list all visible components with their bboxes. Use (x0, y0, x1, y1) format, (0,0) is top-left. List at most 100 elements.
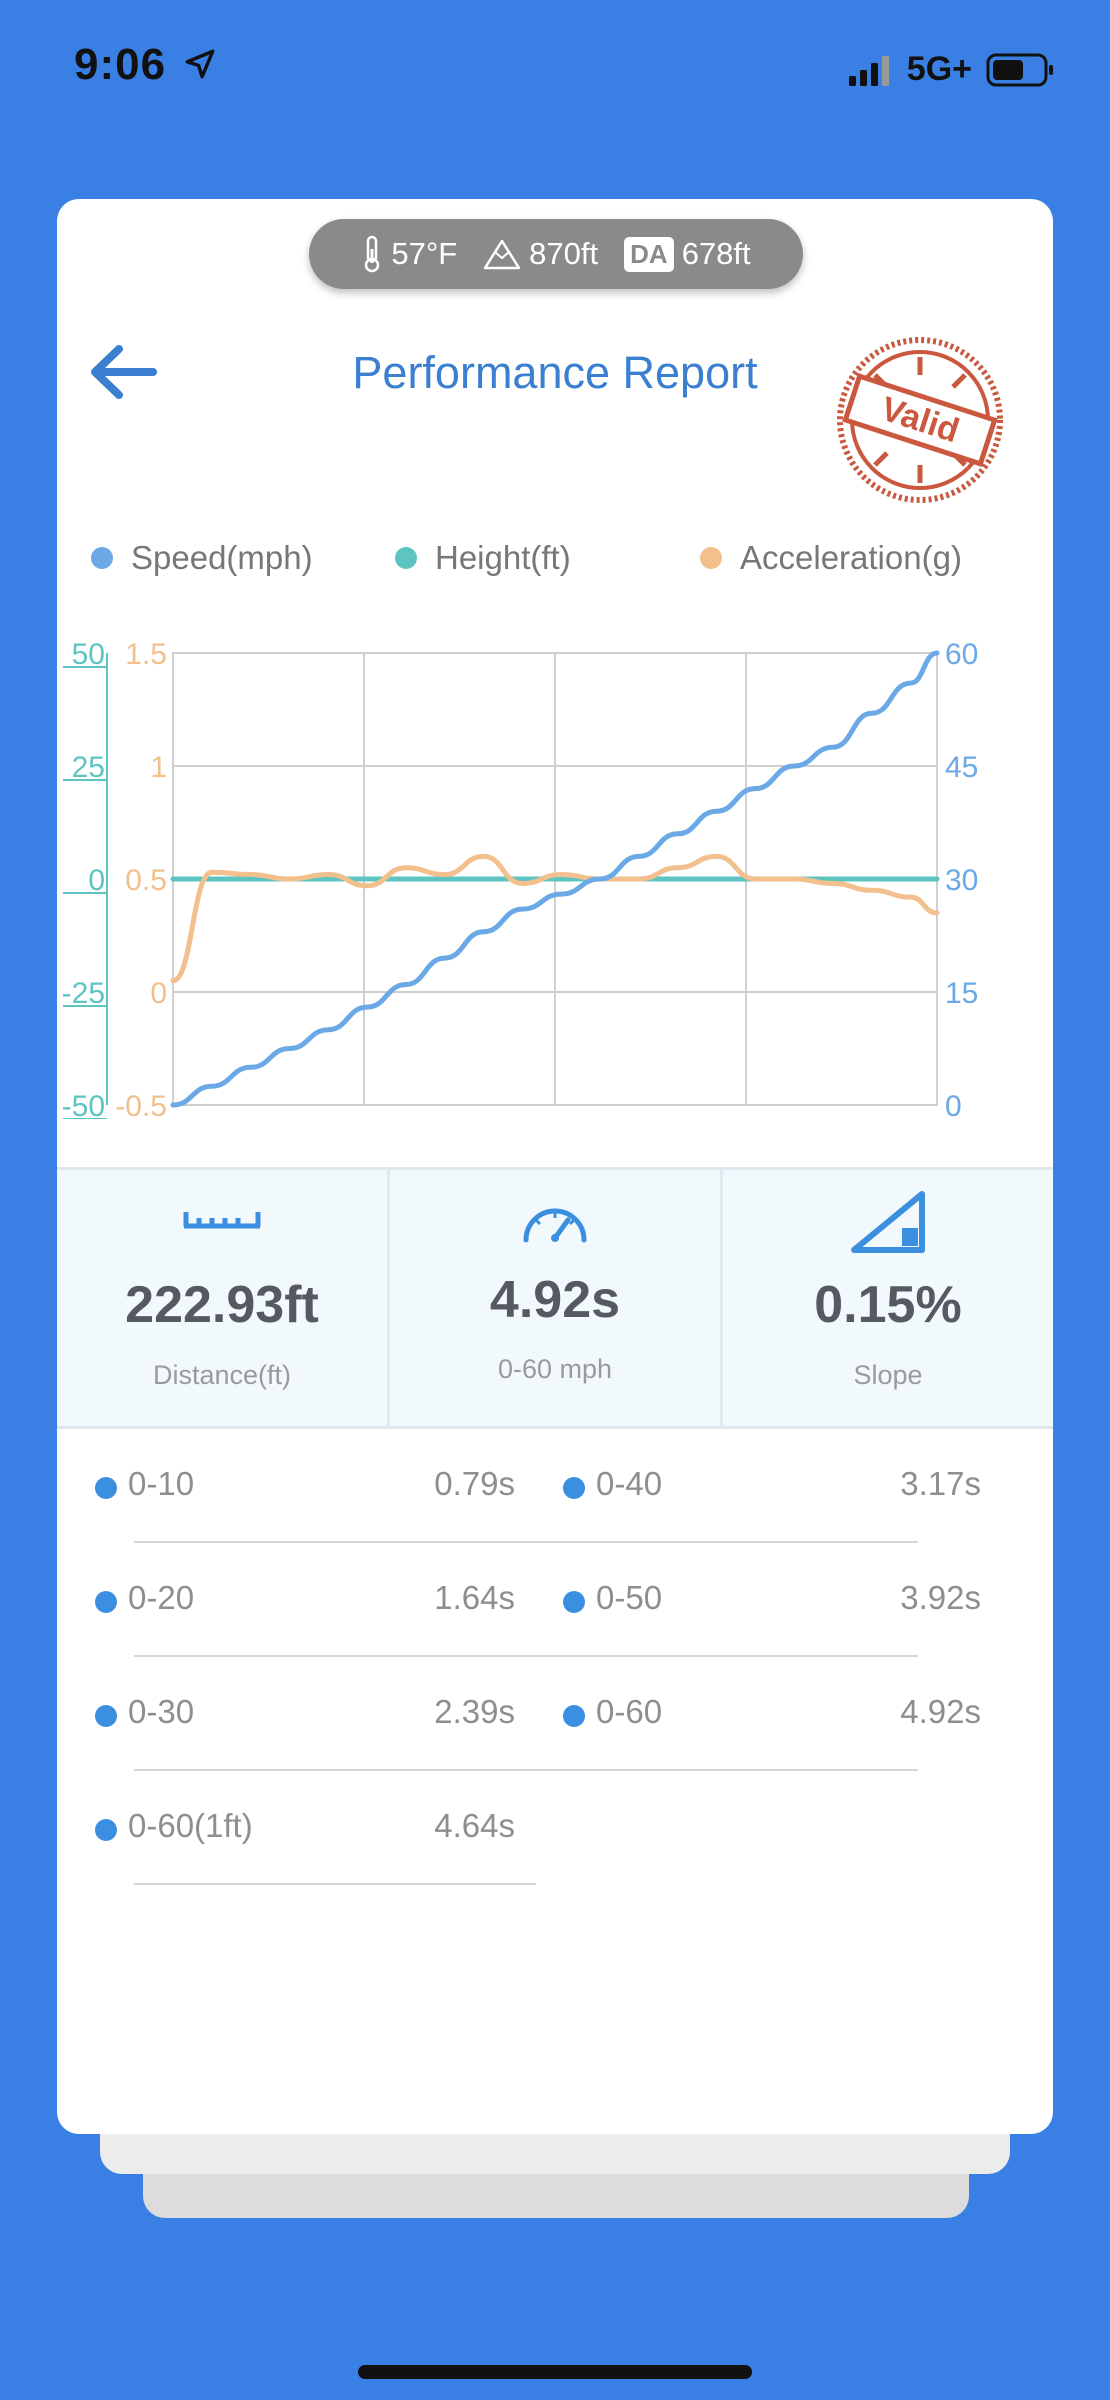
split-dot (95, 1477, 117, 1499)
acceleration-axis-tick-label: 1 (150, 751, 167, 784)
split-dot (95, 1819, 117, 1841)
slope-label: Slope (853, 1360, 923, 1390)
split-label: 0-30 (128, 1693, 195, 1730)
acceleration-axis: 1.5 1 0.5 0 -0.5 (115, 638, 167, 1119)
da-badge: DA (624, 236, 674, 272)
battery-icon (986, 53, 1053, 86)
chart-series (170, 650, 940, 1108)
status-bar: 9:06 5G+ (0, 0, 1110, 140)
back-button[interactable] (83, 337, 163, 407)
split-dot (563, 1591, 585, 1613)
thermometer-icon (365, 235, 380, 273)
split-value: 1.64s (434, 1579, 515, 1616)
split-dot (563, 1477, 585, 1499)
stat-zero-sixty: 4.92s 0-60 mph (387, 1170, 720, 1426)
split-value: 3.92s (900, 1579, 981, 1616)
performance-chart: 50 25 0 -25 -50 1.5 1 0.5 0 -0.5 60 45 30 15 0 (62, 638, 978, 1119)
stat-slope: 0.15% Slope (720, 1170, 1053, 1426)
height-axis-tick-label: 50 (72, 638, 105, 671)
stats-panel: 222.93ft Distance(ft) 4.92s 0-60 mph (57, 1167, 1053, 1429)
network-label: 5G+ (906, 50, 972, 88)
distance-label: Distance(ft) (152, 1360, 292, 1390)
height-axis-tick-label: 25 (72, 751, 105, 784)
density-altitude-item: DA 678ft (624, 236, 751, 272)
series-line-acceleration (170, 853, 940, 984)
elevation-item: 870ft (483, 236, 598, 272)
zero-sixty-label: 0-60 mph (497, 1354, 613, 1384)
split-dot (563, 1705, 585, 1727)
distance-value: 222.93ft (125, 1276, 319, 1334)
temperature-value: 57°F (391, 236, 458, 271)
split-value: 3.17s (900, 1465, 981, 1502)
slope-icon (851, 1191, 925, 1253)
split-label: 0-60(1ft) (128, 1807, 253, 1844)
legend-height-label: Height(ft) (435, 539, 571, 576)
split-label: 0-60 (596, 1693, 663, 1730)
elevation-value: 870ft (529, 236, 599, 271)
valid-stamp: Valid (837, 337, 1003, 503)
series-line-speed (170, 650, 940, 1108)
acceleration-axis-tick-label: -0.5 (115, 1090, 167, 1119)
speedometer-icon (523, 1208, 587, 1243)
split-item: 0-60(1ft) 4.64s (95, 1801, 515, 1861)
legend-speed-label: Speed(mph) (131, 539, 313, 576)
speed-axis-tick-label: 15 (945, 977, 978, 1010)
speed-axis-tick-label: 30 (945, 864, 978, 897)
split-dot (95, 1705, 117, 1727)
split-dot (95, 1591, 117, 1613)
acceleration-axis-tick-label: 0 (150, 977, 167, 1010)
split-divider (134, 1769, 918, 1771)
height-axis-tick-label: -25 (62, 977, 105, 1010)
legend-height: Height(ft) (395, 539, 571, 577)
acceleration-axis-tick-label: 0.5 (125, 864, 167, 897)
speed-axis-tick-label: 0 (945, 1090, 962, 1119)
stat-distance: 222.93ft Distance(ft) (57, 1170, 387, 1426)
acceleration-axis-tick-label: 1.5 (125, 638, 167, 671)
split-label: 0-50 (596, 1579, 663, 1616)
split-value: 2.39s (434, 1693, 515, 1730)
status-time: 9:06 (74, 40, 217, 90)
height-axis: 50 25 0 -25 -50 (62, 638, 108, 1119)
signal-icon (848, 55, 889, 86)
split-item: 0-50 3.92s (563, 1573, 981, 1633)
zero-sixty-value: 4.92s (489, 1271, 621, 1329)
legend-speed-dot (91, 547, 113, 569)
temperature-item: 57°F (361, 235, 457, 273)
speed-axis-tick-label: 60 (945, 638, 978, 671)
back-arrow-icon (91, 345, 157, 399)
page-title: Performance Report (352, 347, 758, 398)
chart-legend: Speed(mph) Height(ft) Acceleration(g) (57, 539, 1053, 589)
report-card: 57°F 870ft DA 678ft Performance Report (57, 199, 1053, 2134)
split-divider (134, 1541, 918, 1543)
height-axis-tick-label: -50 (62, 1090, 105, 1119)
split-value: 4.64s (434, 1807, 515, 1844)
slope-value: 0.15% (814, 1276, 962, 1334)
mountain-icon (483, 239, 521, 270)
split-divider (134, 1883, 536, 1885)
split-item: 0-20 1.64s (95, 1573, 515, 1633)
location-arrow-icon (185, 49, 215, 79)
split-item: 0-40 3.17s (563, 1459, 981, 1519)
legend-acceleration-dot (700, 547, 722, 569)
split-item: 0-10 0.79s (95, 1459, 515, 1519)
legend-acceleration-label: Acceleration(g) (740, 539, 962, 576)
speed-axis-tick-label: 45 (945, 751, 978, 784)
legend-height-dot (395, 547, 417, 569)
status-indicators: 5G+ (848, 50, 1054, 89)
split-item: 0-60 4.92s (563, 1687, 981, 1747)
legend-acceleration: Acceleration(g) (700, 539, 962, 577)
ruler-icon (183, 1212, 261, 1229)
speed-axis: 60 45 30 15 0 (945, 638, 978, 1119)
legend-speed: Speed(mph) (91, 539, 313, 577)
weather-pill: 57°F 870ft DA 678ft (309, 219, 803, 289)
status-time-text: 9:06 (74, 40, 167, 89)
split-value: 0.79s (434, 1465, 515, 1502)
height-axis-tick-label: 0 (88, 864, 105, 897)
split-value: 4.92s (900, 1693, 981, 1730)
split-label: 0-40 (596, 1465, 663, 1502)
split-item: 0-30 2.39s (95, 1687, 515, 1747)
home-indicator[interactable] (358, 2365, 752, 2379)
split-label: 0-20 (128, 1579, 195, 1616)
split-divider (134, 1655, 918, 1657)
split-label: 0-10 (128, 1465, 195, 1502)
